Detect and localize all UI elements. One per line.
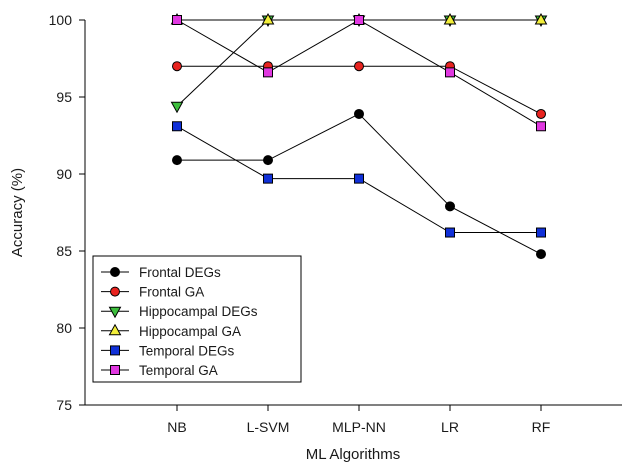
legend-marker <box>108 306 122 319</box>
y-axis-title: Accuracy (%) <box>9 168 26 257</box>
series-line <box>177 113 542 255</box>
legend: Frontal DEGs Frontal GA Hippocampal DEGs Hi… <box>92 255 302 383</box>
legend-marker <box>110 365 120 375</box>
y-tick-label: 100 <box>49 12 73 28</box>
data-point <box>443 12 457 25</box>
x-tick-label: MLP-NN <box>332 419 386 435</box>
legend-label: Hippocampal GA <box>139 324 241 339</box>
data-point <box>354 61 364 72</box>
legend-box <box>92 255 302 383</box>
data-point <box>172 121 182 132</box>
data-point <box>170 101 184 114</box>
data-point <box>534 12 548 25</box>
data-point <box>354 173 364 184</box>
data-point <box>536 121 546 132</box>
y-tick-label: 95 <box>56 89 72 105</box>
legend-label: Hippocampal DEGs <box>139 304 258 319</box>
data-point <box>172 15 182 25</box>
series-temporal-ga <box>172 15 546 132</box>
legend-marker <box>110 345 120 356</box>
x-tick-label: LR <box>441 419 459 435</box>
legend-label: Frontal DEGs <box>139 265 221 280</box>
data-point <box>445 201 455 212</box>
legend-item: Frontal GA <box>101 285 204 300</box>
data-point <box>536 249 546 260</box>
y-tick-label: 80 <box>56 320 72 336</box>
legend-item: Frontal DEGs <box>101 265 221 280</box>
data-point <box>354 15 364 25</box>
series-line <box>177 65 542 115</box>
legend-item: Hippocampal DEGs <box>101 304 258 319</box>
y-tick-label: 75 <box>56 397 72 413</box>
series-frontal-degs <box>172 108 546 260</box>
y-axis-ticks: 75 80 85 90 95 100 <box>49 12 85 413</box>
y-tick-label: 90 <box>56 166 72 182</box>
x-axis-ticks: NB L-SVM MLP-NN LR RF <box>167 405 550 435</box>
legend-marker <box>108 323 122 336</box>
legend-item: Temporal DEGs <box>101 343 235 358</box>
series-temporal-degs <box>172 121 546 238</box>
legend-label: Temporal GA <box>139 363 218 378</box>
legend-marker <box>110 267 120 277</box>
data-point <box>172 155 182 166</box>
data-point <box>263 67 273 78</box>
data-point <box>445 67 455 78</box>
legend-label: Temporal DEGs <box>139 343 235 358</box>
x-tick-label: L-SVM <box>247 419 290 435</box>
legend-item: Temporal GA <box>101 363 218 378</box>
legend-item: Hippocampal GA <box>101 323 241 339</box>
x-axis-title: ML Algorithms <box>306 446 400 463</box>
data-point <box>536 227 546 238</box>
x-tick-label: RF <box>532 419 551 435</box>
series-layer <box>170 12 548 260</box>
legend-label: Frontal GA <box>139 285 204 300</box>
data-point <box>263 155 273 166</box>
x-tick-label: NB <box>167 419 186 435</box>
y-tick-label: 85 <box>56 243 72 259</box>
legend-marker <box>110 286 120 297</box>
data-point <box>172 61 182 72</box>
data-point <box>445 227 455 238</box>
data-point <box>261 12 275 25</box>
data-point <box>263 173 273 184</box>
plot-area <box>84 20 622 406</box>
data-point <box>536 108 546 119</box>
data-point <box>354 108 364 119</box>
